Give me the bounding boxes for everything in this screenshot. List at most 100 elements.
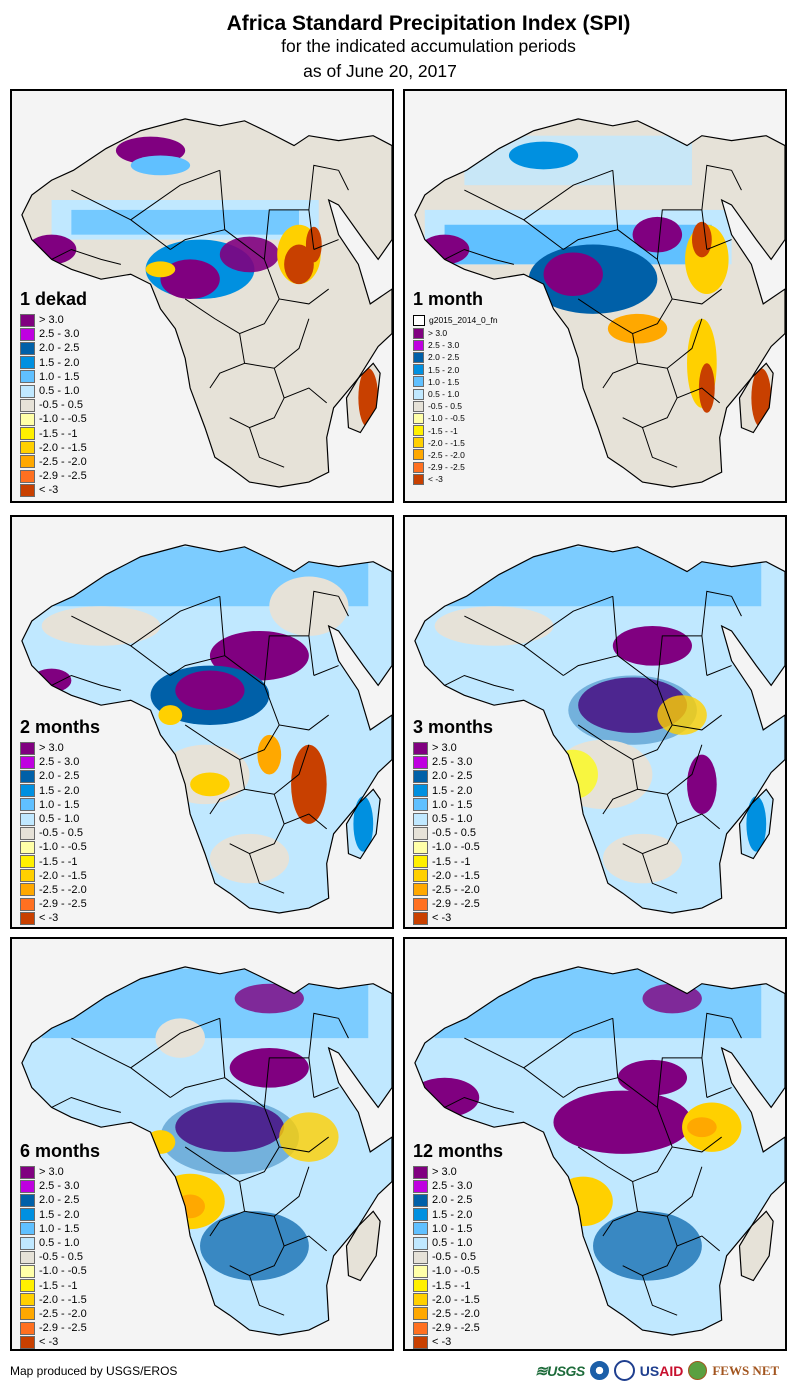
legend-swatch: [413, 1208, 428, 1222]
legend-label: 1.5 - 2.0: [39, 1208, 80, 1221]
legend-swatch: [413, 812, 428, 826]
legend-item: -2.0 - -1.5: [413, 437, 498, 449]
legend-item: 1.0 - 1.5: [413, 376, 498, 388]
legend-swatch: [413, 1307, 428, 1321]
map-subtitle: for the indicated accumulation periods: [281, 36, 576, 56]
legend-swatch: [413, 897, 428, 911]
legend-swatch: [20, 1293, 35, 1307]
legend-label: > 3.0: [432, 742, 457, 755]
legend-item: -0.5 - 0.5: [20, 1250, 100, 1264]
legend-label: -1.0 - -0.5: [39, 1265, 87, 1278]
legend-item: < -3: [20, 483, 87, 497]
legend-item: -2.0 - -1.5: [413, 869, 493, 883]
legend-item: -2.0 - -1.5: [413, 1293, 503, 1307]
legend-item: -2.9 - -2.5: [20, 897, 100, 911]
legend-item: 2.0 - 2.5: [413, 769, 493, 783]
legend-label: 1.5 - 2.0: [432, 1208, 473, 1221]
legend-label: -2.9 - -2.5: [432, 898, 480, 911]
legend-label: 2.0 - 2.5: [39, 770, 80, 783]
legend-swatch: [413, 769, 428, 783]
legend-label: -1.5 - -1: [432, 1279, 471, 1292]
empty-box-swatch: [413, 314, 425, 326]
legend-label: -2.0 - -1.5: [432, 869, 480, 882]
legend-item: 0.5 - 1.0: [413, 812, 493, 826]
legend-item: 1.5 - 2.0: [413, 1208, 503, 1222]
legend-item: -2.0 - -1.5: [20, 869, 100, 883]
panel-title: 12 months: [413, 1141, 504, 1161]
legend-item: -0.5 - 0.5: [20, 826, 100, 840]
partner-logos: ≋ USGS US AID FEWS NET: [535, 1360, 779, 1381]
legend-swatch: [20, 883, 35, 897]
map-panel-6-months: 6 months > 3.0 2.5 - 3.0 2.0 - 2.5 1.5 - 2.…: [10, 937, 394, 1351]
legend-label: 1.0 - 1.5: [39, 798, 80, 811]
legend-item: < -3: [20, 1335, 100, 1349]
legend-swatch: [413, 412, 424, 424]
legend-label: 0.5 - 1.0: [39, 813, 80, 826]
legend-item: -2.5 - -2.0: [20, 455, 87, 469]
usaid-seal-icon: [613, 1360, 635, 1381]
legend-swatch: [413, 1264, 428, 1278]
legend-label: 2.0 - 2.5: [39, 342, 80, 355]
legend-label: < -3: [39, 484, 59, 497]
legend-item: -1.5 - -1: [20, 427, 87, 441]
legend-label: 1.0 - 1.5: [39, 1222, 80, 1235]
legend-swatch: [20, 356, 35, 370]
legend-swatch: [20, 826, 35, 840]
legend-item: 1.5 - 2.0: [413, 364, 498, 376]
panel-title: 1 month: [413, 289, 483, 309]
legend-label: -2.0 - -1.5: [39, 441, 87, 454]
legend-label: -2.5 - -2.0: [432, 883, 480, 896]
legend-item: 0.5 - 1.0: [413, 388, 498, 400]
legend-swatch: [20, 798, 35, 812]
map-panel-12-months: 12 months > 3.0 2.5 - 3.0 2.0 - 2.5 1.5 - 2…: [403, 937, 787, 1351]
legend-label: > 3.0: [428, 328, 448, 339]
legend-swatch: [413, 855, 428, 869]
legend-item: -2.5 - -2.0: [413, 883, 493, 897]
legend-swatch: [20, 1222, 35, 1236]
fews-net-globe-icon: [688, 1361, 708, 1380]
legend-swatch: [413, 1321, 428, 1335]
legend-item: -2.5 - -2.0: [413, 449, 498, 461]
legend-label: -1.5 - -1: [39, 855, 78, 868]
legend-swatch: [413, 826, 428, 840]
legend-label: -2.5 - -2.0: [428, 449, 465, 460]
legend-label: < -3: [39, 912, 59, 925]
legend-label: 1.0 - 1.5: [432, 798, 473, 811]
legend-swatch: [413, 1165, 428, 1179]
legend-item: 2.5 - 3.0: [20, 755, 100, 769]
legend-item: > 3.0: [20, 741, 100, 755]
legend-label: 1.0 - 1.5: [432, 1222, 473, 1235]
legend-label: -1.5 - -1: [428, 425, 458, 436]
legend-label: -2.9 - -2.5: [432, 1322, 480, 1335]
legend-item: -1.0 - -0.5: [413, 840, 493, 854]
legend-item: -1.0 - -0.5: [20, 1264, 100, 1278]
legend-label: -2.9 - -2.5: [428, 462, 465, 473]
legend-label: 2.0 - 2.5: [432, 770, 473, 783]
legend-swatch: [20, 840, 35, 854]
legend-label: -1.5 - -1: [39, 427, 78, 440]
legend-swatch: [413, 840, 428, 854]
legend-label: -1.0 - -0.5: [428, 413, 465, 424]
panel-title: 6 months: [20, 1141, 101, 1161]
legend-swatch: [413, 1335, 428, 1349]
legend-label: -1.0 - -0.5: [39, 841, 87, 854]
legend-item: -0.5 - 0.5: [20, 398, 87, 412]
legend-label: 2.5 - 3.0: [432, 756, 473, 769]
legend-swatch: [20, 370, 35, 384]
legend-item: > 3.0: [20, 313, 87, 327]
map-panel-2-months: 2 months > 3.0 2.5 - 3.0 2.0 - 2.5 1.5 - 2.…: [10, 515, 394, 929]
legend-swatch: [20, 1307, 35, 1321]
legend-swatch: [413, 741, 428, 755]
legend-label: 2.5 - 3.0: [39, 328, 80, 341]
legend-label: -2.9 - -2.5: [39, 898, 87, 911]
legend-label: -2.9 - -2.5: [39, 470, 87, 483]
legend-item: > 3.0: [413, 741, 493, 755]
legend-swatch: [20, 869, 35, 883]
legend-label: 1.5 - 2.0: [39, 784, 80, 797]
legend-label: 2.0 - 2.5: [39, 1194, 80, 1207]
legend-item: > 3.0: [413, 327, 498, 339]
legend-swatch: [20, 855, 35, 869]
legend-item: 0.5 - 1.0: [413, 1236, 503, 1250]
legend-item: -1.5 - -1: [413, 1279, 503, 1293]
legend-label: -2.0 - -1.5: [428, 437, 465, 448]
